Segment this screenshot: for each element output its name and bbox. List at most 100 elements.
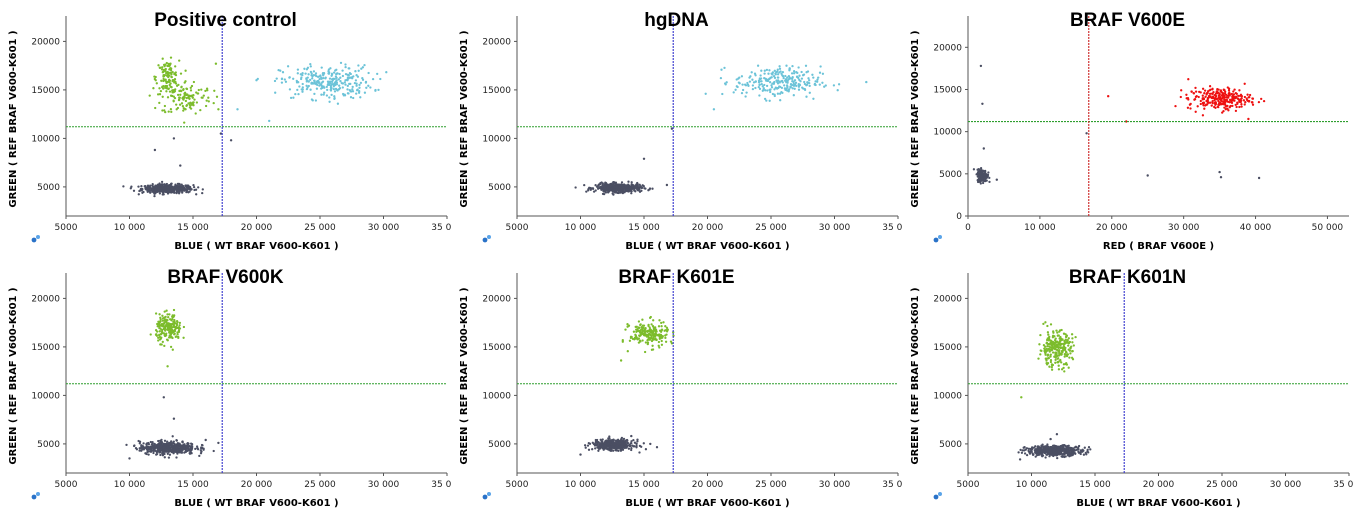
droplet-point (1069, 346, 1072, 350)
droplet-point (167, 110, 170, 113)
droplet-point (1053, 453, 1056, 456)
droplet-point (163, 344, 166, 348)
droplet-point (995, 178, 998, 181)
droplet-point (161, 95, 164, 98)
droplet-point (791, 76, 794, 79)
droplet-point (1050, 368, 1054, 371)
droplet-link-icon[interactable] (31, 235, 40, 243)
droplet-point (646, 339, 649, 342)
droplet-point (307, 80, 310, 83)
droplet-point (634, 337, 638, 340)
droplet-point (320, 87, 323, 90)
droplet-point (1062, 366, 1065, 370)
droplet-point (1064, 353, 1067, 356)
droplet-point (1051, 448, 1055, 451)
droplet-point (1070, 333, 1074, 336)
droplet-point (165, 332, 168, 335)
droplet-point (339, 80, 342, 83)
droplet-point (1232, 93, 1236, 96)
droplet-point (1054, 347, 1057, 351)
droplet-point (598, 186, 602, 189)
droplet-point (169, 345, 173, 349)
droplet-point (141, 191, 144, 194)
droplet-point (1066, 353, 1070, 356)
droplet-point (1064, 350, 1068, 353)
droplet-point (1067, 348, 1070, 351)
x-tick-label: 30 000 (368, 223, 400, 233)
droplet-point (638, 339, 642, 342)
y-axis-label: GREEN ( REF BRAF V600-K601 ) (459, 287, 470, 464)
droplet-point (296, 72, 299, 75)
droplet-point (1248, 93, 1252, 97)
droplet-point (633, 189, 636, 192)
droplet-point (377, 88, 380, 92)
droplet-point (167, 87, 170, 90)
droplet-point (182, 325, 186, 329)
droplet-point (633, 187, 636, 190)
droplet-point (786, 76, 789, 79)
droplet-point (1220, 94, 1223, 97)
droplet-point (159, 453, 162, 457)
x-tick-label: 10 000 (565, 223, 597, 233)
y-tick-label: 20000 (482, 37, 511, 47)
droplet-link-icon[interactable] (31, 492, 40, 500)
droplet-point (1042, 450, 1045, 453)
droplet-point (740, 75, 744, 78)
droplet-point (1037, 453, 1041, 457)
droplet-point (147, 185, 150, 188)
droplet-point (140, 449, 143, 452)
droplet-point (647, 332, 651, 335)
droplet-point (170, 188, 174, 192)
droplet-point (630, 181, 633, 184)
droplet-point (789, 85, 792, 88)
droplet-point (335, 76, 338, 80)
droplet-link-icon[interactable] (933, 235, 942, 243)
droplet-point (1055, 354, 1059, 358)
droplet-point (1246, 93, 1249, 96)
droplet-link-icon[interactable] (482, 492, 491, 500)
droplet-point (651, 344, 654, 347)
y-tick-label: 5000 (37, 440, 60, 450)
x-tick-label: 20 000 (692, 223, 724, 233)
droplet-point (806, 70, 810, 73)
droplet-point (1222, 109, 1225, 113)
droplet-point (764, 89, 767, 92)
droplet-point (173, 332, 176, 335)
droplet-point (636, 327, 639, 331)
droplet-point (753, 72, 757, 75)
y-axis-label: GREEN ( REF BRAF V600-K601 ) (910, 30, 921, 207)
x-tick-label: 10 000 (1024, 223, 1056, 233)
droplet-point (1243, 103, 1246, 106)
droplet-point (165, 338, 169, 341)
droplet-point (153, 188, 157, 192)
droplet-point (1247, 117, 1250, 121)
droplet-point (1203, 89, 1207, 92)
droplet-point (268, 119, 271, 123)
droplet-point (171, 435, 174, 438)
droplet-point (320, 84, 323, 88)
droplet-point (672, 331, 675, 334)
droplet-point (750, 71, 753, 74)
droplet-point (761, 89, 764, 92)
droplet-point (798, 83, 801, 86)
droplet-point (212, 449, 215, 453)
droplet-point (638, 331, 642, 334)
droplet-point (603, 444, 607, 447)
droplet-point (1045, 359, 1048, 362)
droplet-point (1046, 362, 1050, 365)
droplet-point (130, 185, 133, 188)
droplet-point (793, 87, 796, 90)
droplet-point (217, 441, 220, 445)
droplet-point (166, 440, 169, 443)
droplet-point (620, 444, 624, 447)
droplet-point (1201, 87, 1205, 90)
droplet-point (178, 189, 181, 193)
droplet-link-icon[interactable] (482, 235, 491, 243)
droplet-point (1214, 106, 1217, 109)
droplet-point (170, 449, 173, 452)
droplet-point (1048, 338, 1051, 342)
droplet-point (325, 94, 329, 97)
droplet-link-icon[interactable] (933, 492, 942, 500)
droplet-point (1025, 453, 1029, 457)
droplet-point (616, 444, 619, 447)
